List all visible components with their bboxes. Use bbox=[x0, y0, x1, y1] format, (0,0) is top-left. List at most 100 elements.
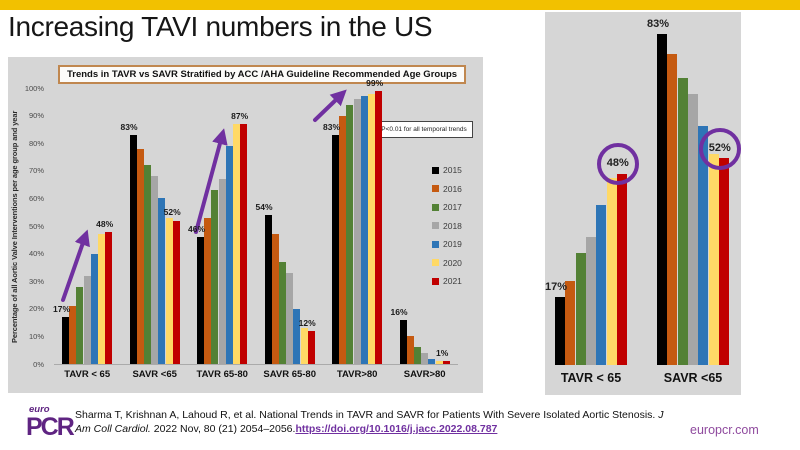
y-tick-100pct: 100% bbox=[24, 83, 44, 93]
bar-tavr-65-2017 bbox=[76, 286, 84, 364]
legend-swatch-2019 bbox=[432, 240, 439, 248]
legend-item-2020: 2020 bbox=[432, 258, 462, 268]
doi-link[interactable]: https://doi.org/10.1016/j.jacc.2022.08.7… bbox=[295, 423, 498, 435]
bar-tavr-65-2021 bbox=[105, 231, 113, 364]
y-tick-30pct: 30% bbox=[28, 276, 44, 286]
top-accent-bar bbox=[0, 0, 800, 10]
legend-swatch-2020 bbox=[432, 259, 439, 266]
bar-tavr-65-2018 bbox=[83, 275, 91, 364]
bar-savr-80-2021 bbox=[442, 361, 450, 364]
bar-tavr-65-2016 bbox=[69, 306, 77, 364]
x-axis-label-savr-80: SAVR>80 bbox=[403, 369, 446, 380]
x-axis-label-savr-65: SAVR <65 bbox=[663, 371, 723, 385]
data-label-savr-80-2015: 16% bbox=[390, 306, 408, 317]
highlight-circle-savr-65 bbox=[698, 127, 741, 170]
citation-line-2: Am Coll Cardiol. 2022 Nov, 80 (21) 2054–… bbox=[75, 423, 498, 435]
legend-label-2015: 2015 bbox=[443, 165, 462, 175]
logo-pcr-text: PCR bbox=[26, 412, 75, 441]
bar-savr-80-2015 bbox=[399, 319, 407, 364]
data-label-tavr-65-2015: 17% bbox=[544, 281, 568, 294]
bar-savr-65-2018 bbox=[687, 93, 698, 365]
legend-item-2021: 2021 bbox=[432, 276, 462, 286]
data-label-savr-80-2021: 1% bbox=[436, 348, 449, 359]
bar-tavr-65-2018 bbox=[585, 237, 596, 365]
highlight-circle-tavr-65 bbox=[596, 143, 639, 186]
main-chart-panel: Trends in TAVR vs SAVR Stratified by ACC… bbox=[8, 57, 483, 393]
x-axis-label-tavr-65-80: TAVR 65-80 bbox=[196, 369, 248, 380]
legend-item-2015: 2015 bbox=[432, 165, 462, 175]
x-axis-line bbox=[54, 364, 458, 365]
page-title: Increasing TAVI numbers in the US bbox=[8, 11, 433, 42]
data-label-savr-65-2021: 52% bbox=[163, 207, 181, 218]
bar-savr-80-2019 bbox=[428, 358, 436, 364]
bar-savr-80-2020 bbox=[435, 361, 443, 364]
bar-tavr-65-2019 bbox=[90, 253, 98, 364]
y-tick-60pct: 60% bbox=[28, 193, 44, 203]
bar-savr-80-2016 bbox=[406, 336, 414, 364]
data-label-tavr-80-2021: 99% bbox=[366, 77, 384, 88]
data-label-savr-65-2015: 83% bbox=[120, 121, 138, 132]
bar-savr-65-80-2016 bbox=[271, 234, 279, 364]
bar-savr-65-80-2019 bbox=[293, 308, 301, 364]
bar-savr-80-2018 bbox=[421, 353, 429, 364]
legend-label-2018: 2018 bbox=[443, 220, 462, 231]
bar-savr-65-2017 bbox=[143, 165, 151, 364]
x-axis-label-tavr-65: TAVR < 65 bbox=[560, 371, 622, 385]
legend-swatch-2016 bbox=[432, 185, 439, 192]
legend-label-2019: 2019 bbox=[443, 239, 462, 249]
citation-line-1: Sharma T, Krishnan A, Lahoud R, et al. N… bbox=[75, 409, 664, 421]
bar-savr-65-2015 bbox=[657, 33, 667, 365]
chart-title: Trends in TAVR vs SAVR Stratified by ACC… bbox=[58, 65, 467, 84]
legend-swatch-2021 bbox=[432, 277, 439, 285]
legend-item-2017: 2017 bbox=[432, 202, 462, 212]
bar-tavr-65-80-2020 bbox=[233, 123, 240, 364]
bar-tavr-65-2021 bbox=[616, 173, 627, 365]
zoom-chart-panel: TAVR < 65 SAVR <65 17% 48% 83% 52% bbox=[545, 12, 741, 395]
bar-tavr-80-2021 bbox=[375, 90, 383, 364]
bar-savr-65-2020 bbox=[165, 217, 173, 364]
x-axis-label-tavr-80: TAVR>80 bbox=[336, 369, 378, 380]
y-tick-80pct: 80% bbox=[28, 138, 44, 148]
legend-item-2019: 2019 bbox=[432, 239, 462, 249]
bar-tavr-80-2020 bbox=[368, 93, 375, 364]
bar-tavr-65-80-2018 bbox=[218, 179, 226, 364]
bar-tavr-80-2016 bbox=[339, 115, 347, 364]
data-label-tavr-65-2021: 48% bbox=[96, 218, 114, 229]
bar-tavr-65-2020 bbox=[98, 234, 105, 364]
data-label-savr-65-80-2021: 12% bbox=[298, 317, 316, 328]
legend-item-2016: 2016 bbox=[432, 184, 462, 194]
legend-swatch-2018 bbox=[432, 222, 439, 229]
bar-savr-65-2021 bbox=[718, 157, 729, 365]
bar-savr-65-2020 bbox=[708, 153, 719, 365]
legend-item-2018: 2018 bbox=[432, 221, 462, 231]
x-axis-label-savr-65-80: SAVR 65-80 bbox=[263, 369, 317, 380]
data-label-tavr-65-80-2015: 46% bbox=[187, 224, 206, 235]
legend-label-2020: 2020 bbox=[443, 257, 462, 268]
bar-savr-65-80-2015 bbox=[264, 215, 272, 364]
bar-tavr-65-2015 bbox=[555, 297, 565, 365]
bar-savr-65-80-2017 bbox=[278, 261, 286, 364]
data-label-tavr-65-80-2021: 87% bbox=[231, 110, 249, 121]
bar-savr-65-80-2021 bbox=[307, 330, 315, 364]
trend-arrow-tavr-gt80 bbox=[313, 89, 347, 122]
x-axis-label-tavr-65: TAVR < 65 bbox=[64, 369, 111, 380]
legend-label-2016: 2016 bbox=[443, 183, 462, 194]
bar-tavr-65-80-2016 bbox=[204, 217, 212, 364]
data-label-tavr-80-2015: 83% bbox=[322, 121, 341, 132]
europcr-website-link[interactable]: europcr.com bbox=[690, 423, 759, 437]
bar-savr-80-2017 bbox=[413, 347, 421, 364]
bar-savr-65-80-2018 bbox=[286, 272, 294, 364]
y-tick-50pct: 50% bbox=[28, 221, 44, 231]
citation: Sharma T, Krishnan A, Lahoud R, et al. N… bbox=[75, 408, 664, 436]
bar-savr-65-2018 bbox=[151, 176, 159, 364]
data-label-tavr-65-2015: 17% bbox=[52, 304, 71, 315]
bar-tavr-65-2019 bbox=[596, 205, 607, 365]
bar-savr-65-2016 bbox=[667, 53, 678, 365]
y-tick-90pct: 90% bbox=[28, 111, 44, 121]
legend-swatch-2017 bbox=[432, 203, 439, 211]
bar-savr-65-2016 bbox=[136, 148, 144, 364]
data-label-savr-65-2015: 83% bbox=[646, 17, 670, 30]
bar-tavr-65-2017 bbox=[575, 253, 586, 365]
bar-tavr-65-2016 bbox=[565, 281, 576, 365]
